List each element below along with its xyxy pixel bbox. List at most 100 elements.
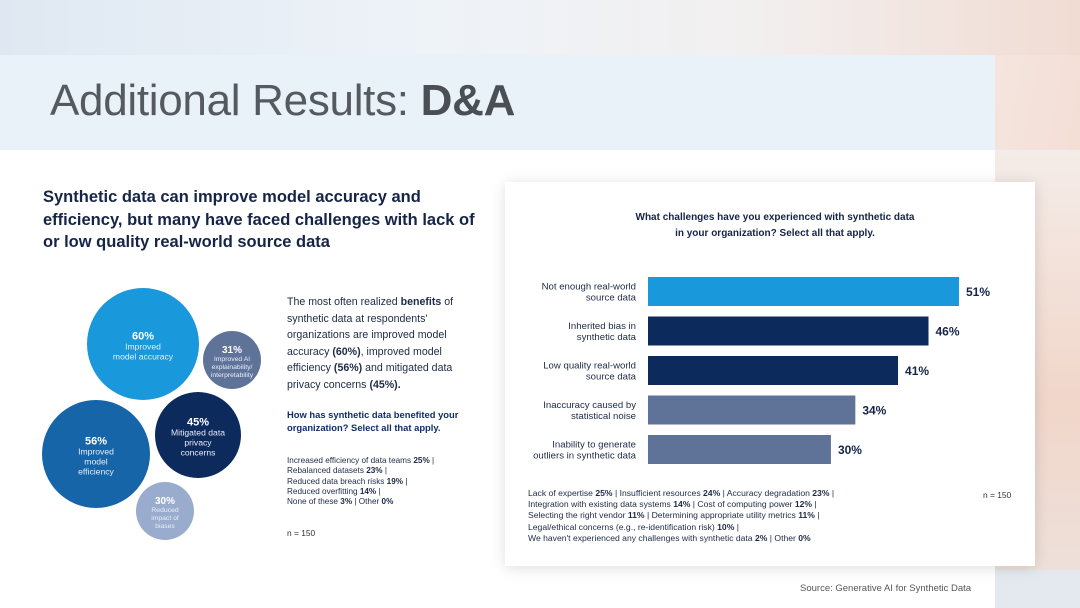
other-benefit-part: Rebalanced datasets [287,466,367,476]
other-benefit-part: | [376,486,381,496]
bubble-label: concerns [181,448,216,458]
other-challenge-line: Integration with existing data systems 1… [528,499,948,510]
other-benefit-part: 23% [366,466,383,476]
bubble-circle [42,400,150,508]
other-challenge-line: Lack of expertise 25% | Insufficient res… [528,488,948,499]
other-benefit-part: Reduced overfitting [287,486,360,496]
other-challenge-part: | [814,510,820,521]
chart-title-line: What challenges have you experienced wit… [635,212,915,223]
other-benefits-list: Increased efficiency of data teams 25% |… [287,456,487,507]
sample-size-right: n = 150 [983,490,1012,500]
other-challenge-part: | [829,488,835,498]
other-benefit-part: 0% [381,497,394,507]
bubble-percent: 56% [85,436,107,448]
category-label: Not enough real-world [542,282,636,293]
category-label: Inaccuracy caused by [543,400,636,411]
chart-title-line: in your organization? Select all that ap… [675,228,875,239]
other-benefit-line: Rebalanced datasets 23% | [287,466,487,476]
bubble-label: biases [155,523,175,530]
benefits-description-part: , improved model efficiency [287,345,442,375]
bar-value-label: 41% [905,364,929,378]
other-challenge-part: | Accuracy degradation [720,488,813,498]
bubble-circle [136,482,194,540]
bubble-label: interpretability [211,372,254,379]
bubble-label: privacy [184,438,212,448]
benefits-description-part: benefits [400,296,442,308]
category-label: synthetic data [577,332,637,343]
other-challenge-part: Legal/ethical concerns (e.g., re-identif… [528,521,718,532]
bubble-label: model [84,457,107,467]
other-challenge-part: 11% [798,510,815,521]
other-benefit-part: None of these [287,497,341,507]
other-challenge-part: | [812,499,817,510]
sample-size-left: n = 150 [287,528,316,538]
other-challenge-part: 12% [794,499,813,510]
bubble-label: Reduced [151,507,178,514]
other-challenge-line: We haven't experienced any challenges wi… [528,533,948,544]
other-challenge-part: | Cost of computing power [690,499,795,510]
other-challenge-part: Lack of expertise [528,488,596,498]
benefits-description-part: (56%) [333,362,363,374]
other-challenge-part: 11% [627,510,645,521]
bar-value-label: 34% [862,404,886,418]
category-label: Low quality real-world [543,361,636,372]
other-benefit-part: Increased efficiency of data teams [287,456,414,465]
bubble-circle [155,392,241,478]
other-challenge-part: 25% [595,488,613,498]
other-challenge-part: | [734,521,739,532]
bubble-percent: 30% [155,496,175,507]
benefits-description-part: of synthetic data at respondents' organi… [287,296,454,358]
chart-question: What challenges have you experienced wit… [505,210,1045,242]
bar-value-label: 30% [838,443,862,457]
other-benefit-line: Increased efficiency of data teams 25% | [287,456,487,466]
other-challenge-part: 2% [754,532,768,543]
bubble-circle [203,331,261,389]
bar [648,395,856,425]
other-benefit-line: None of these 3% | Other 0% [287,497,487,507]
bubble-label: Mitigated data [171,428,225,438]
page-title: Additional Results: D&A [50,76,515,126]
bubble-label: Improved AI [214,356,250,363]
other-benefit-part: 25% [413,456,430,465]
other-benefit-part: Reduced data breach risks [287,476,387,486]
bubble-percent: 60% [132,331,154,343]
title-bar [0,55,995,150]
bar [648,356,899,385]
decorative-corner [995,570,1080,608]
category-label: Inability to generate [552,440,636,451]
bubble-label: explainability/ [212,364,253,371]
other-challenges-list: Lack of expertise 25% | Insufficient res… [528,488,948,544]
other-challenge-part: Selecting the right vendor [528,510,628,521]
other-challenge-line: Selecting the right vendor 11% | Determi… [528,510,948,521]
bar-value-label: 46% [936,325,960,339]
bubble-label: efficiency [78,467,114,477]
other-challenge-part: | Determining appropriate utility metric… [644,510,799,521]
top-banner [0,0,1080,55]
bubble-label: Improved [78,447,114,457]
other-challenge-part: 10% [717,521,735,532]
challenges-bar-chart: 51% Not enough real-world source data 46% In… [533,277,990,464]
benefits-description-part: and mitigated data privacy concerns [287,362,453,391]
page-title-bold: D&A [420,76,516,125]
category-label: Inherited bias in [568,321,636,332]
other-challenge-part: 23% [812,488,830,498]
other-benefit-part: 14% [359,486,377,496]
other-challenge-part: 24% [703,488,721,498]
bubble-circle [87,288,199,400]
other-challenge-part: 14% [673,499,691,510]
bubble-label: model accuracy [113,352,174,362]
challenges-chart-card: What challenges have you experienced wit… [505,182,1035,566]
other-benefit-part: | Other [352,497,382,507]
page-title-regular: Additional Results: [50,76,421,125]
other-benefit-part: | [382,466,387,476]
bar-value-label: 51% [966,285,990,299]
other-challenge-line: Legal/ethical concerns (e.g., re-identif… [528,522,948,533]
source-note: Source: Generative AI for Synthetic Data [800,583,972,594]
other-benefit-part: 19% [386,476,404,486]
category-label: source data [586,372,637,383]
other-challenge-part: We haven't experienced any challenges wi… [528,532,755,543]
benefits-description-part: The most often realized [287,296,401,308]
